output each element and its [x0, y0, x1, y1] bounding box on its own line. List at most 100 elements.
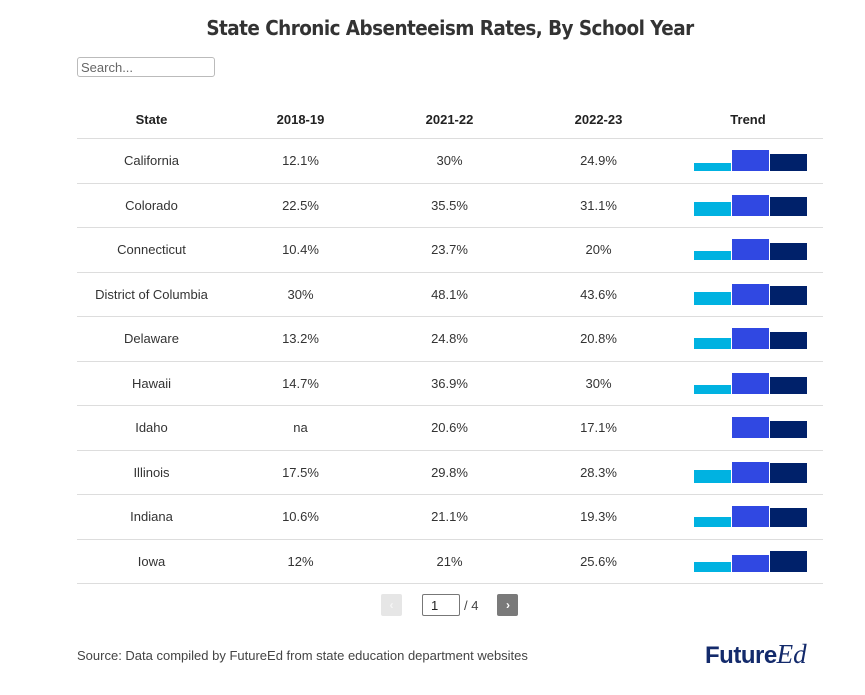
column-header-state[interactable]: State	[77, 100, 226, 139]
trend-sparkbar	[693, 372, 807, 394]
trend-sparkbar	[693, 150, 807, 172]
state-cell: Illinois	[77, 450, 226, 495]
rate-cell-2022-23: 24.9%	[524, 138, 673, 184]
table-row: Idaho na 20.6% 17.1%	[77, 405, 823, 451]
rate-cell-2018-19: na	[226, 405, 375, 451]
trend-bar-2021-22	[731, 150, 769, 172]
rate-cell-2022-23: 20%	[524, 227, 673, 273]
state-cell: Idaho	[77, 405, 226, 451]
trend-bar-2021-22	[731, 372, 769, 394]
trend-bar-2022-23	[769, 197, 807, 216]
state-cell: Hawaii	[77, 361, 226, 406]
rate-cell-2021-22: 24.8%	[375, 316, 524, 362]
trend-bar-2018-19	[693, 561, 731, 572]
trend-bar-2021-22	[731, 239, 769, 261]
search-input[interactable]	[77, 57, 215, 77]
trend-bar-2021-22	[731, 194, 769, 216]
trend-sparkbar	[693, 239, 807, 261]
rate-cell-2022-23: 19.3%	[524, 494, 673, 540]
state-cell: Delaware	[77, 316, 226, 362]
column-header-2022-23[interactable]: 2022-23	[524, 100, 673, 139]
trend-cell	[673, 183, 823, 228]
rate-cell-2018-19: 10.6%	[226, 494, 375, 540]
trend-bar-2022-23	[769, 242, 807, 261]
rate-cell-2018-19: 10.4%	[226, 227, 375, 273]
trend-bar-2022-23	[769, 550, 807, 572]
state-cell: Colorado	[77, 183, 226, 228]
next-page-button[interactable]: ›	[497, 594, 519, 616]
trend-cell	[673, 138, 823, 184]
trend-bar-2022-23	[769, 376, 807, 394]
rate-cell-2022-23: 17.1%	[524, 405, 673, 451]
trend-bar-2018-19	[693, 162, 731, 172]
trend-bar-2022-23	[769, 153, 807, 172]
trend-cell	[673, 272, 823, 317]
trend-cell	[673, 539, 823, 584]
trend-sparkbar	[693, 283, 807, 305]
trend-bar-2021-22	[731, 461, 769, 483]
table-row: District of Columbia 30% 48.1% 43.6%	[77, 272, 823, 317]
rate-cell-2018-19: 17.5%	[226, 450, 375, 495]
page-number-input[interactable]	[422, 594, 460, 616]
rate-cell-2018-19: 14.7%	[226, 361, 375, 406]
column-header-trend: Trend	[673, 100, 823, 139]
logo-ed-text: Ed	[776, 639, 807, 669]
state-cell: District of Columbia	[77, 272, 226, 317]
trend-cell	[673, 361, 823, 406]
rate-cell-2021-22: 48.1%	[375, 272, 524, 317]
rate-cell-2021-22: 35.5%	[375, 183, 524, 228]
trend-sparkbar	[693, 328, 807, 350]
trend-bar-2022-23	[769, 420, 807, 439]
rate-cell-2018-19: 13.2%	[226, 316, 375, 362]
pagination: ‹ / 4 ›	[381, 594, 519, 616]
rate-cell-2022-23: 30%	[524, 361, 673, 406]
table-row: Illinois 17.5% 29.8% 28.3%	[77, 450, 823, 495]
trend-bar-2018-19	[693, 291, 731, 305]
trend-bar-2018-19	[693, 338, 731, 350]
trend-cell	[673, 316, 823, 362]
previous-page-button[interactable]: ‹	[381, 594, 402, 616]
rate-cell-2022-23: 31.1%	[524, 183, 673, 228]
state-cell: Indiana	[77, 494, 226, 540]
state-cell: Iowa	[77, 539, 226, 584]
rate-cell-2022-23: 20.8%	[524, 316, 673, 362]
trend-bar-2021-22	[731, 283, 769, 305]
trend-cell	[673, 494, 823, 540]
rate-cell-2018-19: 12.1%	[226, 138, 375, 184]
trend-bar-2021-22	[731, 417, 769, 439]
trend-bar-2018-19	[693, 516, 731, 528]
logo-future-text: Future	[705, 642, 777, 669]
page-total: / 4	[464, 597, 479, 613]
trend-bar-2022-23	[769, 285, 807, 305]
trend-bar-2018-19	[693, 202, 731, 216]
column-header-2021-22[interactable]: 2021-22	[375, 100, 524, 139]
rate-cell-2021-22: 20.6%	[375, 405, 524, 451]
table-row: Connecticut 10.4% 23.7% 20%	[77, 227, 823, 273]
rate-cell-2018-19: 12%	[226, 539, 375, 584]
table-row: Indiana 10.6% 21.1% 19.3%	[77, 494, 823, 540]
table-row: Colorado 22.5% 35.5% 31.1%	[77, 183, 823, 228]
trend-sparkbar	[693, 461, 807, 483]
trend-sparkbar	[693, 194, 807, 216]
trend-sparkbar	[694, 417, 807, 439]
trend-bar-2018-19	[693, 385, 731, 394]
trend-sparkbar	[693, 506, 807, 528]
rate-cell-2022-23: 43.6%	[524, 272, 673, 317]
trend-bar-2022-23	[769, 462, 807, 483]
rate-cell-2021-22: 23.7%	[375, 227, 524, 273]
table-header-row: State 2018-19 2021-22 2022-23 Trend	[77, 100, 823, 139]
trend-bar-2022-23	[769, 508, 807, 528]
trend-bar-2018-19	[693, 251, 731, 261]
table-row: Hawaii 14.7% 36.9% 30%	[77, 361, 823, 406]
column-header-2018-19[interactable]: 2018-19	[226, 100, 375, 139]
trend-cell	[673, 450, 823, 495]
rate-cell-2021-22: 36.9%	[375, 361, 524, 406]
trend-bar-2018-19	[693, 470, 731, 483]
trend-cell	[673, 405, 823, 451]
rate-cell-2021-22: 21%	[375, 539, 524, 584]
rate-cell-2021-22: 30%	[375, 138, 524, 184]
rate-cell-2021-22: 21.1%	[375, 494, 524, 540]
trend-bar-2021-22	[731, 506, 769, 528]
trend-sparkbar	[693, 550, 807, 572]
trend-bar-2022-23	[769, 331, 807, 350]
